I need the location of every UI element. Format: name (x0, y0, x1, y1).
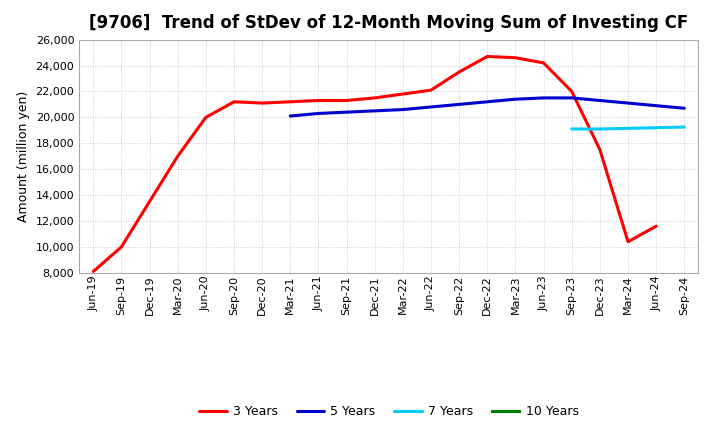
5 Years (652, 103, 660, 108)
Line: 7 Years: 7 Years (572, 127, 684, 129)
5 Years (342, 110, 351, 115)
5 Years (286, 114, 294, 119)
3 Years (539, 60, 548, 66)
3 Years (624, 239, 632, 244)
7 Years (624, 126, 632, 131)
3 Years (202, 115, 210, 120)
5 Years (427, 104, 436, 110)
7 Years (652, 125, 660, 130)
3 Years (286, 99, 294, 104)
3 Years (89, 269, 98, 274)
Line: 5 Years: 5 Years (290, 98, 684, 116)
5 Years (483, 99, 492, 104)
Y-axis label: Amount (million yen): Amount (million yen) (17, 91, 30, 222)
5 Years (455, 102, 464, 107)
5 Years (511, 96, 520, 102)
3 Years (174, 154, 182, 159)
Title: [9706]  Trend of StDev of 12-Month Moving Sum of Investing CF: [9706] Trend of StDev of 12-Month Moving… (89, 15, 688, 33)
3 Years (342, 98, 351, 103)
7 Years (680, 125, 688, 130)
3 Years (567, 89, 576, 94)
3 Years (427, 88, 436, 93)
Legend: 3 Years, 5 Years, 7 Years, 10 Years: 3 Years, 5 Years, 7 Years, 10 Years (194, 400, 583, 423)
5 Years (595, 98, 604, 103)
3 Years (117, 244, 126, 249)
3 Years (370, 95, 379, 100)
7 Years (567, 126, 576, 132)
3 Years (455, 70, 464, 75)
7 Years (595, 126, 604, 132)
3 Years (595, 147, 604, 152)
3 Years (399, 92, 408, 97)
3 Years (258, 100, 266, 106)
3 Years (314, 98, 323, 103)
5 Years (314, 111, 323, 116)
5 Years (370, 108, 379, 114)
5 Years (624, 100, 632, 106)
5 Years (539, 95, 548, 100)
3 Years (230, 99, 238, 104)
5 Years (399, 107, 408, 112)
3 Years (483, 54, 492, 59)
3 Years (145, 199, 154, 204)
3 Years (652, 224, 660, 229)
5 Years (567, 95, 576, 100)
3 Years (511, 55, 520, 60)
Line: 3 Years: 3 Years (94, 56, 656, 271)
5 Years (680, 106, 688, 111)
